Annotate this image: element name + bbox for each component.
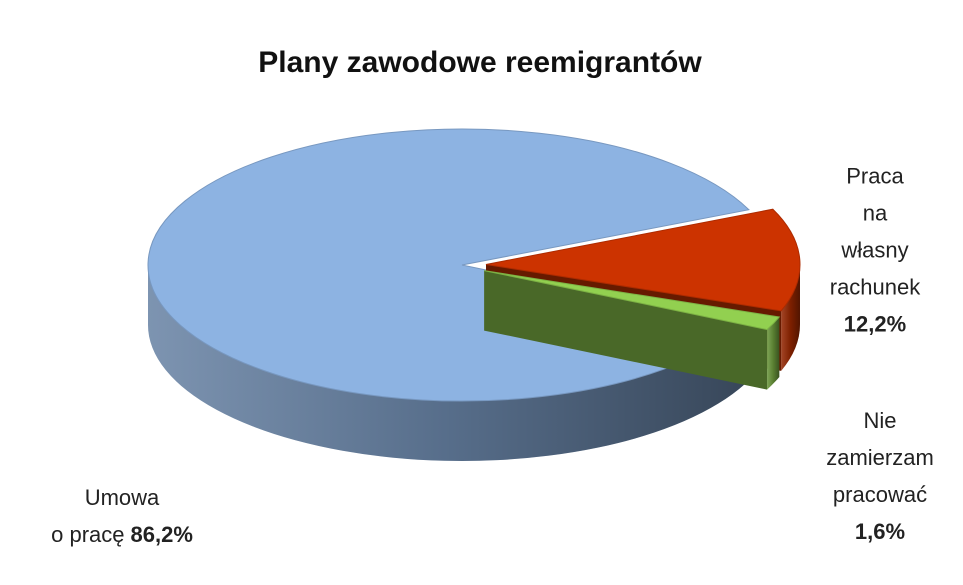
category-label: Praca na własny rachunek (829, 163, 921, 300)
slice (484, 270, 781, 331)
chart-title: Plany zawodowe reemigrantów (258, 46, 702, 79)
value-label: 12,2% (843, 311, 907, 337)
slice-side-shade (148, 265, 745, 461)
slice (485, 208, 801, 312)
category-label: Nie zamierzam pracować (826, 408, 934, 507)
slice-side-shade (767, 316, 780, 390)
value-label: 86,2% (130, 522, 193, 547)
slice-label: Umowa o pracę 86,2% (51, 479, 193, 553)
slice-label: Nie zamierzam pracować 1,6% (826, 402, 934, 550)
value-label: 1,6% (854, 519, 906, 544)
slice-side-shade (781, 264, 800, 371)
slice-label: Praca na własny rachunek 12,2% (830, 158, 921, 343)
category-label: Umowa o pracę (51, 485, 160, 547)
slice-face (484, 270, 768, 390)
